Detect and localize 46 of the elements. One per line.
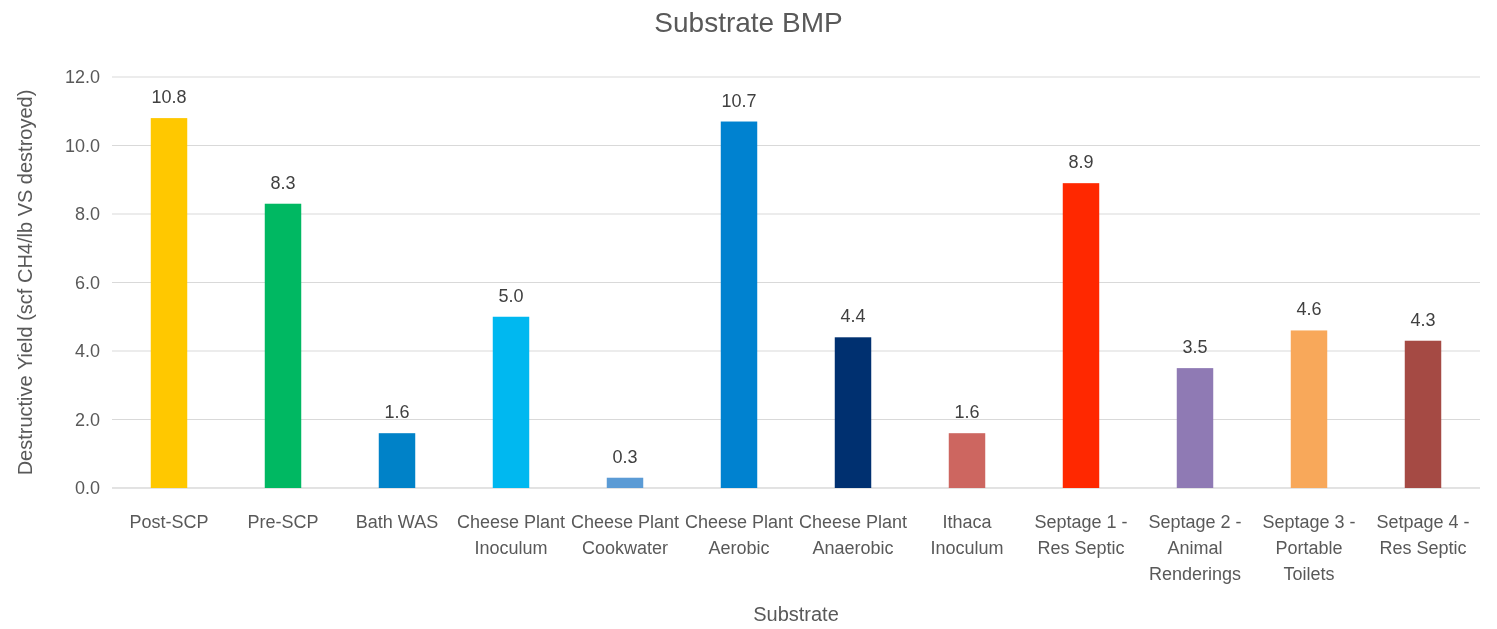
y-tick-label: 2.0 — [74, 409, 100, 430]
x-tick-label: Bath WAS — [355, 512, 439, 532]
data-label: 8.9 — [1068, 152, 1094, 173]
data-label: 1.6 — [384, 402, 410, 423]
bar — [1062, 183, 1100, 488]
y-axis-title: Destructive Yield (scf CH4/lb VS destroyed) — [14, 89, 36, 476]
data-label: 10.8 — [151, 87, 187, 108]
x-axis-title: Substrate — [753, 603, 839, 625]
bar — [150, 118, 188, 488]
y-tick-label: 6.0 — [74, 272, 100, 293]
bar — [720, 121, 758, 488]
y-tick-label: 4.0 — [74, 341, 100, 362]
x-tick-label: Cheese Plant Cookwater — [570, 512, 680, 558]
bar — [1290, 330, 1328, 488]
x-tick-label: Cheese Plant Anaerobic — [798, 512, 908, 558]
y-tick-label: 8.0 — [74, 204, 100, 225]
data-label: 8.3 — [270, 172, 296, 193]
bar — [378, 433, 416, 488]
data-label: 4.6 — [1296, 299, 1322, 320]
data-label: 4.4 — [840, 306, 866, 327]
x-tick-label: Cheese Plant Aerobic — [684, 512, 794, 558]
bar — [834, 337, 872, 488]
bar — [1404, 340, 1442, 488]
data-label: 0.3 — [612, 446, 638, 467]
x-tick-label: Pre-SCP — [247, 512, 319, 532]
x-tick-label: Septage 2 - Animal Renderings — [1148, 512, 1242, 584]
x-tick-label: Cheese Plant Inoculum — [456, 512, 566, 558]
x-tick-label: Setpage 4 - Res Septic — [1376, 512, 1470, 558]
data-label: 4.3 — [1410, 309, 1436, 330]
y-tick-label: 10.0 — [64, 135, 100, 156]
bar — [264, 203, 302, 488]
y-tick-label: 0.0 — [74, 478, 100, 499]
bar — [606, 477, 644, 488]
data-label: 1.6 — [954, 402, 980, 423]
x-tick-label: Septage 3 - Portable Toilets — [1262, 512, 1356, 584]
y-tick-label: 12.0 — [64, 67, 100, 88]
x-tick-label: Post-SCP — [129, 512, 209, 532]
data-label: 10.7 — [721, 90, 757, 111]
data-label: 3.5 — [1182, 337, 1208, 358]
bar — [948, 433, 986, 488]
bar — [492, 316, 530, 488]
x-tick-label: Septage 1 - Res Septic — [1034, 512, 1128, 558]
data-label: 5.0 — [498, 285, 524, 306]
chart-title: Substrate BMP — [654, 7, 843, 38]
bar — [1176, 368, 1214, 488]
x-tick-label: Ithaca Inoculum — [930, 512, 1004, 558]
